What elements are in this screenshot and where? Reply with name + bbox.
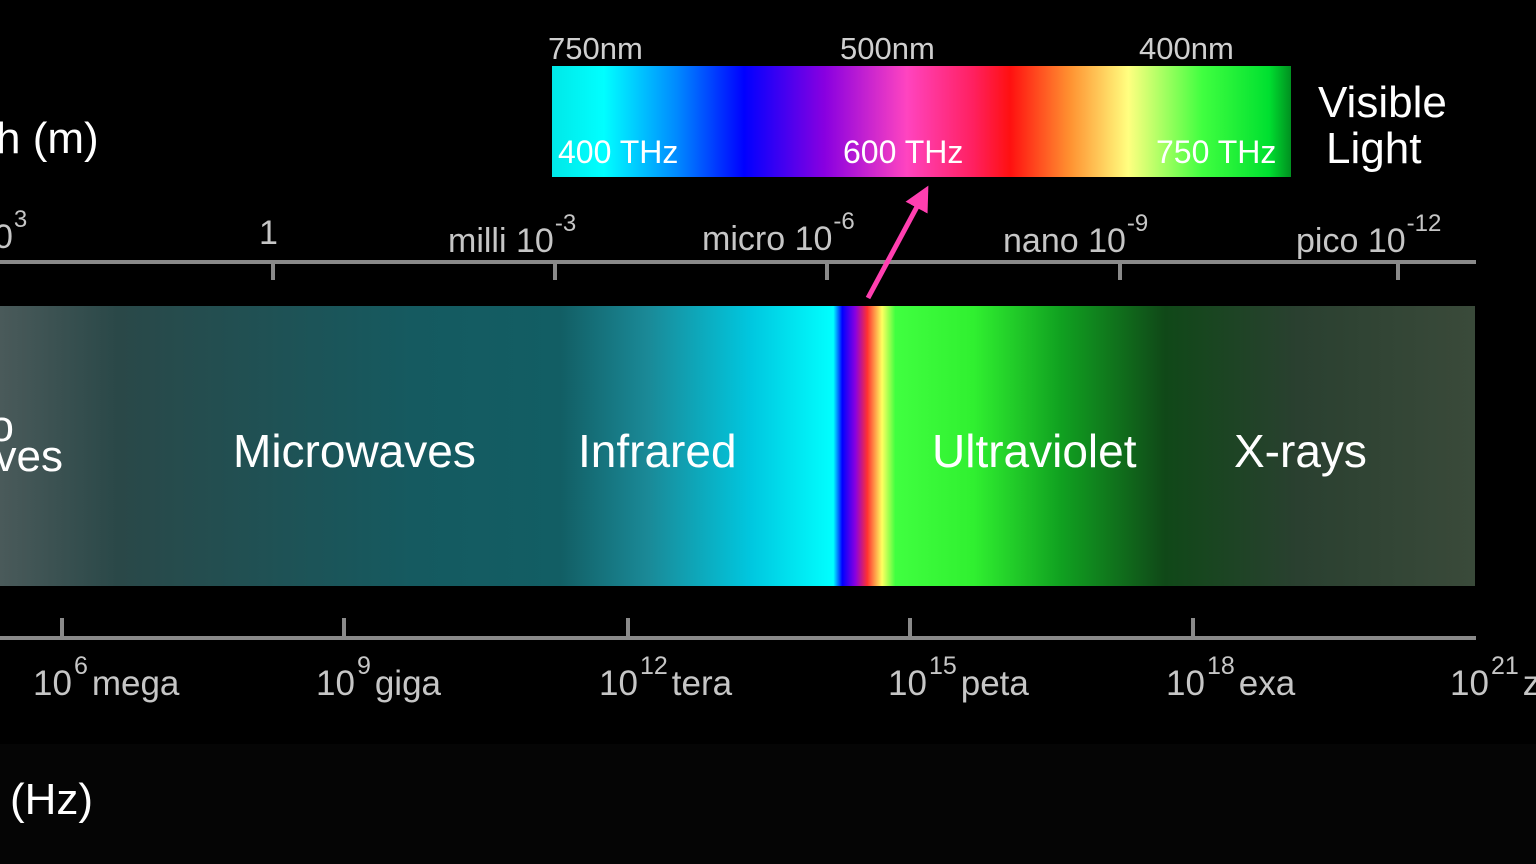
wavelength-scale-label: pico 10-12 [1296,210,1442,260]
wavelength-scale-label: nano 10-9 [1003,210,1149,260]
wavelength-scale-label: 03 [0,206,28,256]
band-label-microwaves: Microwaves [233,425,476,477]
visible-light-label-line2: Light [1326,124,1422,173]
wavelength-scale-label: milli 10-3 [448,210,577,260]
band-label-infrared: Infrared [578,425,737,477]
visible-light-strip [552,66,1291,177]
wavelength-scale-label: 1 [259,214,278,252]
band-label-radio-waves: lio aves [0,402,63,481]
frequency-scale-label: 1021 z [1450,652,1536,703]
frequency-axis-title: (Hz) [10,775,94,824]
thz-label: 600 THz [843,134,964,170]
visible-light-label-line1: Visible [1318,78,1447,127]
thz-label: 400 THz [558,134,679,170]
wavelength-scale-label: micro 10-6 [702,208,855,258]
band-label-x-rays: X-rays [1234,425,1367,477]
frequency-scale-label: 1018 exa [1166,652,1296,703]
visible-light-label: Visible Light [1318,80,1447,172]
wavelength-axis-title: h (m) [0,114,99,163]
frequency-scale-label: 106 mega [33,652,180,703]
thz-label: 750 THz [1156,134,1277,170]
pointer-arrow [865,185,929,300]
frequency-scale-label: 1012 tera [599,652,733,703]
frequency-scale-label: 109 giga [316,652,442,703]
nm-label: 500nm [840,31,935,66]
frequency-scale-label: 1015 peta [888,652,1029,703]
nm-label: 400nm [1139,31,1234,66]
spectrum-band [0,306,1475,586]
band-label-ultraviolet: Ultraviolet [932,425,1137,477]
bottom-band [0,744,1536,864]
nm-label: 750nm [548,31,643,66]
